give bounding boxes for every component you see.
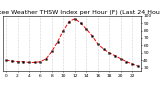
Title: Milwaukee Weather THSW Index per Hour (F) (Last 24 Hours): Milwaukee Weather THSW Index per Hour (F…: [0, 10, 160, 15]
